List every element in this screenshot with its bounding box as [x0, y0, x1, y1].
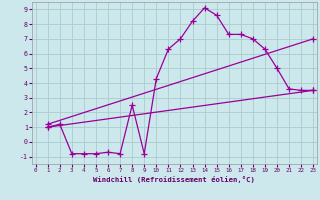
X-axis label: Windchill (Refroidissement éolien,°C): Windchill (Refroidissement éolien,°C)	[93, 176, 255, 183]
